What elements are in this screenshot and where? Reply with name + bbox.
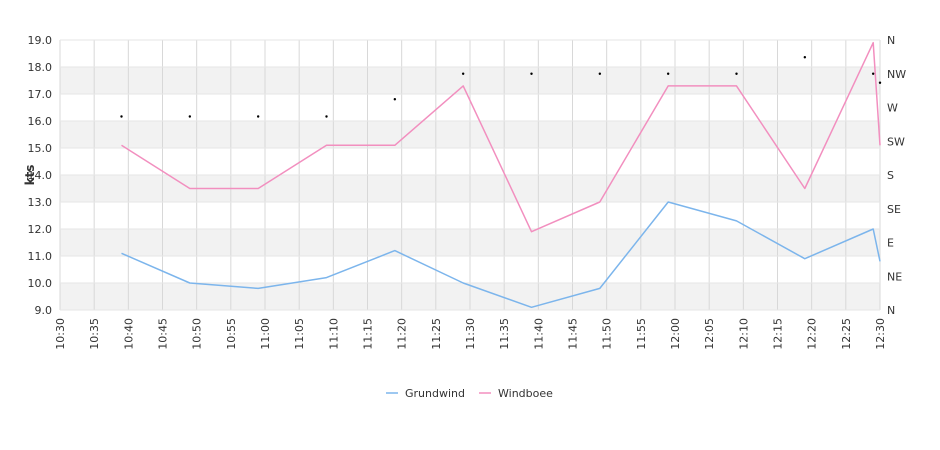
right-axis-label: W bbox=[887, 102, 898, 115]
direction-marker bbox=[188, 115, 192, 118]
x-tick-label: 12:20 bbox=[806, 318, 819, 350]
direction-marker bbox=[256, 115, 260, 118]
series-line-grundwind bbox=[121, 201, 881, 309]
direction-marker bbox=[871, 72, 875, 75]
y-tick-label: 13.0 bbox=[28, 196, 53, 209]
legend-item-grundwind[interactable]: Grundwind bbox=[386, 387, 465, 400]
y-tick-label: 16.0 bbox=[28, 115, 53, 128]
x-axis-ticks: 10:30 10:35 10:40 10:45 10:50 10:55 11:00 11:05… bbox=[54, 318, 887, 350]
direction-marker bbox=[120, 115, 123, 118]
x-tick-label: 11:45 bbox=[567, 318, 580, 350]
right-axis-label: E bbox=[887, 237, 894, 250]
legend: Grundwind Windboee bbox=[386, 387, 553, 400]
right-axis-label: SW bbox=[887, 135, 905, 148]
direction-markers bbox=[120, 56, 882, 118]
right-axis-label: NW bbox=[887, 68, 906, 81]
x-tick-label: 10:35 bbox=[88, 318, 101, 350]
x-tick-label: 12:05 bbox=[703, 318, 716, 350]
y-tick-label: 19.0 bbox=[28, 34, 53, 47]
direction-marker bbox=[803, 56, 807, 59]
series-lines bbox=[121, 41, 881, 309]
y-axis-title: kts bbox=[23, 165, 37, 186]
x-tick-label: 11:30 bbox=[464, 318, 477, 350]
right-axis-ticks: N NE E SE S SW W NW N bbox=[887, 34, 906, 317]
y-tick-label: 14.0 bbox=[28, 169, 53, 182]
direction-marker bbox=[878, 81, 882, 84]
legend-label-grundwind: Grundwind bbox=[405, 387, 465, 400]
x-tick-label: 11:00 bbox=[259, 318, 272, 350]
x-tick-label: 11:10 bbox=[327, 318, 340, 350]
x-tick-label: 12:30 bbox=[874, 318, 887, 350]
legend-label-windboee: Windboee bbox=[498, 387, 553, 400]
x-tick-label: 12:25 bbox=[840, 318, 853, 350]
x-tick-label: 12:00 bbox=[669, 318, 682, 350]
direction-marker bbox=[461, 72, 465, 75]
y-tick-label: 10.0 bbox=[28, 277, 53, 290]
x-tick-label: 10:40 bbox=[122, 318, 135, 350]
legend-item-windboee[interactable]: Windboee bbox=[479, 387, 553, 400]
x-tick-label: 11:15 bbox=[362, 318, 375, 350]
y-tick-label: 15.0 bbox=[28, 142, 53, 155]
x-tick-label: 11:55 bbox=[635, 318, 648, 350]
x-tick-label: 11:40 bbox=[532, 318, 545, 350]
y-tick-label: 12.0 bbox=[28, 223, 53, 236]
y-axis-ticks: 9.0 10.0 11.0 12.0 13.0 14.0 15.0 16.0 17.0 18.0 1… bbox=[28, 34, 53, 317]
y-tick-label: 17.0 bbox=[28, 88, 53, 101]
x-tick-label: 11:05 bbox=[293, 318, 306, 350]
right-axis-label: NE bbox=[887, 270, 902, 283]
right-axis-label: SE bbox=[887, 203, 901, 216]
direction-marker bbox=[530, 72, 533, 75]
x-tick-label: 11:20 bbox=[396, 318, 409, 350]
y-tick-label: 9.0 bbox=[35, 304, 53, 317]
right-axis-label: S bbox=[887, 169, 894, 182]
x-tick-label: 10:55 bbox=[225, 318, 238, 350]
y-tick-label: 11.0 bbox=[28, 250, 53, 263]
right-axis-label: N bbox=[887, 304, 895, 317]
x-tick-label: 10:45 bbox=[157, 318, 170, 350]
direction-marker bbox=[325, 115, 328, 118]
direction-marker bbox=[735, 72, 738, 75]
x-tick-label: 12:10 bbox=[737, 318, 750, 350]
x-tick-label: 10:30 bbox=[54, 318, 67, 350]
direction-marker bbox=[393, 98, 397, 101]
y-tick-label: 18.0 bbox=[28, 61, 53, 74]
right-axis-label: N bbox=[887, 34, 895, 47]
x-tick-label: 10:50 bbox=[191, 318, 204, 350]
x-tick-label: 11:25 bbox=[430, 318, 443, 350]
direction-marker bbox=[666, 72, 670, 75]
x-tick-label: 11:35 bbox=[498, 318, 511, 350]
series-line-windboee bbox=[121, 41, 881, 233]
x-tick-label: 11:50 bbox=[601, 318, 614, 350]
direction-marker bbox=[598, 72, 602, 75]
x-tick-label: 12:15 bbox=[772, 318, 785, 350]
